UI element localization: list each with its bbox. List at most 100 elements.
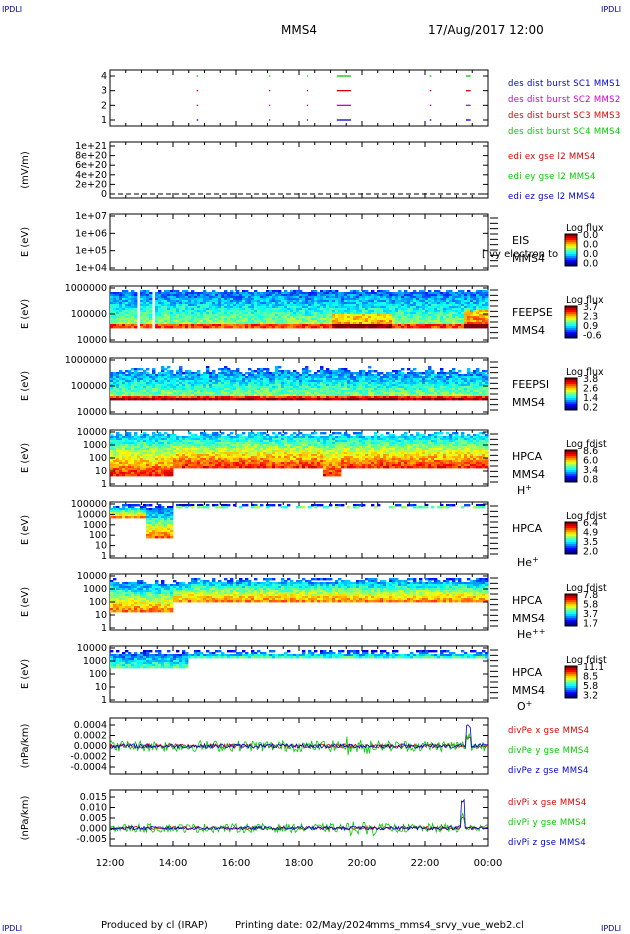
- feepsi-pixel: [230, 392, 234, 395]
- feepsi-pixel: [485, 390, 489, 393]
- feepse-pixel: [233, 310, 237, 313]
- feepsi-pixel: [326, 376, 330, 379]
- feepsi-pixel: [449, 394, 453, 397]
- feepse-pixel: [482, 296, 486, 299]
- feepse-pixel: [212, 298, 216, 301]
- hpca_h-pixel: [125, 436, 129, 439]
- feepse-pixel: [371, 302, 375, 305]
- feepsi-pixel: [401, 368, 405, 371]
- feepse-pixel: [281, 320, 285, 323]
- feepse-pixel: [296, 308, 300, 311]
- feepsi-pixel: [275, 378, 279, 381]
- feepse-pixel: [353, 318, 357, 321]
- hpca_h-pixel: [128, 468, 132, 471]
- feepse-pixel: [344, 310, 348, 313]
- hpca_h-pixel: [116, 444, 120, 447]
- feepsi-pixel: [446, 384, 450, 387]
- feepsi-pixel: [215, 394, 219, 397]
- feepsi-pixel: [326, 390, 330, 393]
- feepsi-pixel: [455, 374, 459, 377]
- feepsi-pixel: [368, 380, 372, 383]
- feepse-pixel: [446, 302, 450, 305]
- feepse-pixel: [401, 304, 405, 307]
- feepse-pixel: [476, 298, 480, 301]
- feepse-pixel: [332, 300, 336, 303]
- feepse-pixel: [470, 298, 474, 301]
- feepsi-pixel: [401, 388, 405, 391]
- feepse-pixel: [275, 316, 279, 319]
- feepse-pixel: [458, 322, 462, 325]
- feepsi-pixel: [308, 384, 312, 387]
- feepse-pixel: [236, 308, 240, 311]
- feepse-pixel: [374, 298, 378, 301]
- feepsi-pixel: [323, 374, 327, 377]
- feepsi-pixel: [305, 378, 309, 381]
- feepse-pixel: [116, 314, 120, 317]
- feepse-pixel: [185, 296, 189, 299]
- feepsi-pixel: [467, 368, 471, 371]
- hpca_h-pixel: [140, 458, 144, 461]
- feepsi-pixel: [293, 390, 297, 393]
- feepsi-pixel: [275, 388, 279, 391]
- feepse-pixel: [161, 308, 165, 311]
- eis-colorbar-title: Log flux: [566, 223, 604, 234]
- feepse-pixel: [230, 290, 234, 293]
- feepse-pixel: [419, 318, 423, 321]
- feepse-pixel: [428, 316, 432, 319]
- feepsi-pixel: [335, 376, 339, 379]
- feepse-pixel: [236, 326, 240, 329]
- feepse-pixel: [230, 316, 234, 319]
- feepse-pixel: [206, 294, 210, 297]
- feepsi-pixel: [404, 382, 408, 385]
- feepsi-pixel: [332, 376, 336, 379]
- feepse-pixel: [110, 316, 114, 319]
- feepse-pixel: [116, 320, 120, 323]
- feepse-pixel: [326, 314, 330, 317]
- feepse-pixel: [287, 314, 291, 317]
- feepse-pixel: [404, 302, 408, 305]
- feepse-pixel: [272, 298, 276, 301]
- feepse-pixel: [362, 310, 366, 313]
- feepse-pixel: [212, 326, 216, 329]
- feepsi-pixel: [428, 390, 432, 393]
- hpca_h-pixel: [149, 436, 153, 439]
- feepsi-pixel: [167, 386, 171, 389]
- feepse-pixel: [263, 306, 267, 309]
- feepse-pixel: [170, 316, 174, 319]
- feepse-pixel: [455, 324, 459, 327]
- feepse-pixel: [296, 312, 300, 315]
- hpca_h-pixel: [116, 456, 120, 459]
- feepsi-pixel: [242, 378, 246, 381]
- feepsi-pixel: [380, 376, 384, 379]
- feepsi-pixel: [260, 398, 264, 401]
- feepse-pixel: [329, 306, 333, 309]
- feepse-pixel: [434, 290, 438, 293]
- feepsi-pixel: [179, 382, 183, 385]
- feepse-pixel: [272, 308, 276, 311]
- feepse-pixel: [110, 298, 114, 301]
- feepse-pixel: [143, 294, 147, 297]
- feepse-pixel: [308, 324, 312, 327]
- feepse-pixel: [113, 308, 117, 311]
- feepse-pixel: [398, 298, 402, 301]
- feepse-pixel: [383, 316, 387, 319]
- feepsi-pixel: [257, 398, 261, 401]
- feepse-pixel: [119, 296, 123, 299]
- feepsi-pixel: [395, 388, 399, 391]
- feepsi-pixel: [302, 394, 306, 397]
- feepse-pixel: [356, 290, 360, 293]
- hpca_h-pixel: [125, 456, 129, 459]
- feepse-pixel: [371, 290, 375, 293]
- feepsi-pixel: [347, 372, 351, 375]
- feepse-pixel: [212, 300, 216, 303]
- feepsi-pixel: [185, 390, 189, 393]
- feepsi-pixel: [293, 370, 297, 373]
- feepse-pixel: [218, 324, 222, 327]
- feepse-pixel: [290, 304, 294, 307]
- feepse-pixel: [233, 302, 237, 305]
- feepsi-pixel: [413, 388, 417, 391]
- feepse-pixel: [329, 322, 333, 325]
- hpca_h-pixel: [146, 448, 150, 451]
- feepsi-pixel: [434, 378, 438, 381]
- feepse-pixel: [206, 322, 210, 325]
